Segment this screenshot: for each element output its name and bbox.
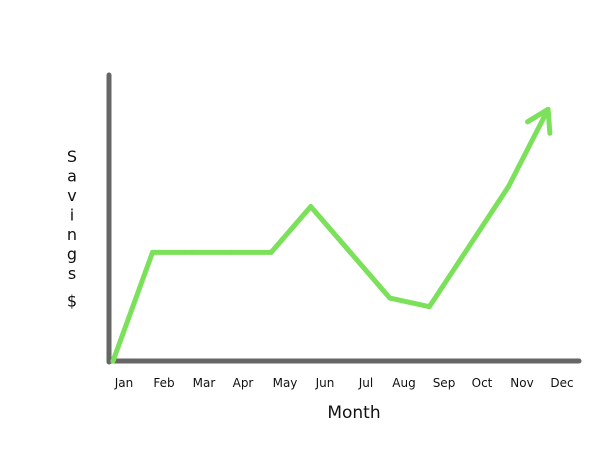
data-point-aug: [387, 295, 393, 301]
data-point-apr: [229, 249, 235, 255]
x-tick-label-apr: Apr: [233, 376, 254, 390]
data-point-sep: [426, 304, 432, 310]
x-axis-title: Month: [327, 403, 380, 423]
data-point-jun: [308, 204, 314, 210]
x-tick-label-nov: Nov: [510, 376, 533, 390]
x-tick-label-jun: Jun: [315, 376, 335, 390]
y-axis-title-char: a: [67, 167, 77, 186]
x-tick-label-feb: Feb: [153, 376, 174, 390]
chart-axes: [106, 72, 582, 365]
y-axis-title-char: n: [67, 225, 77, 244]
data-point-jan: [110, 358, 116, 364]
data-point-feb: [150, 249, 156, 255]
y-axis-title-char: $: [67, 292, 77, 311]
data-point-oct: [466, 244, 472, 250]
x-tick-labels: Jan Feb Mar Apr May Jun Jul Aug Sep Oct Nov Dec: [114, 376, 574, 390]
x-tick-label-jan: Jan: [114, 376, 134, 390]
data-point-jul: [347, 249, 353, 255]
y-axis-title-char: g: [67, 245, 77, 264]
data-point-mar: [189, 249, 195, 255]
x-tick-label-aug: Aug: [392, 376, 415, 390]
savings-line: [110, 106, 551, 364]
x-tick-label-sep: Sep: [433, 376, 456, 390]
y-axis-title-char: s: [68, 264, 76, 283]
y-axis-title-char: S: [67, 147, 77, 166]
y-axis-title-char: i: [70, 206, 74, 225]
data-point-nov: [506, 184, 511, 190]
data-point-may: [268, 249, 274, 255]
x-tick-label-oct: Oct: [472, 376, 493, 390]
line-end-arrow: [525, 106, 553, 136]
x-tick-label-may: May: [273, 376, 298, 390]
x-tick-label-dec: Dec: [550, 376, 573, 390]
x-tick-label-mar: Mar: [193, 376, 216, 390]
y-axis-title-char: v: [67, 186, 76, 205]
x-tick-label-jul: Jul: [358, 376, 373, 390]
series-layer: [110, 106, 553, 364]
